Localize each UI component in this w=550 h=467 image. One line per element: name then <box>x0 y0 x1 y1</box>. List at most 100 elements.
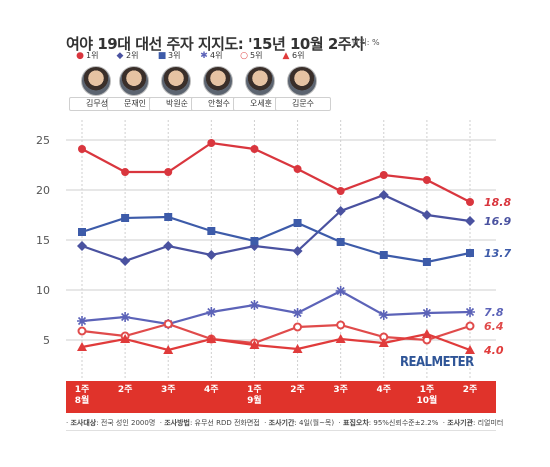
data-point <box>422 258 431 266</box>
x-tick-week: 2주 <box>117 385 133 395</box>
series-line-6위 <box>81 332 471 352</box>
x-tick-week: 1주 <box>247 385 262 395</box>
y-tick-label: 15 <box>36 234 50 247</box>
x-tick-label: 3주 <box>148 385 188 396</box>
end-value-label: 13.7 <box>484 247 511 260</box>
x-tick-week: 3주 <box>160 385 176 395</box>
data-point <box>163 319 173 329</box>
data-point <box>292 246 303 256</box>
x-tick-week: 3주 <box>333 385 348 395</box>
footnote-label: 조사대상 <box>70 419 97 427</box>
end-value-label: 16.9 <box>484 215 511 228</box>
circle-filled-icon: ● <box>76 51 84 61</box>
data-point <box>120 256 131 266</box>
data-point <box>466 198 474 206</box>
data-point <box>293 219 302 227</box>
x-tick-week: 1주 <box>74 385 90 395</box>
candidate-row: 김무성 문재인 박원순 안철수 오세훈 김문수 <box>0 66 550 116</box>
data-point <box>207 139 216 147</box>
x-tick-label: 2주 <box>278 385 318 396</box>
end-labels: 18.8 16.9 13.7 7.86.4 4.0 <box>483 196 511 357</box>
legend-item-rank-1: ● 1위 <box>74 50 98 61</box>
data-point <box>422 176 431 184</box>
x-tick-label: 2주 <box>105 385 145 396</box>
data-point <box>336 187 345 195</box>
data-point <box>293 165 302 173</box>
data-point <box>379 251 388 259</box>
legend-label: 2위 <box>126 51 139 60</box>
x-tick-label: 4주 <box>191 385 231 396</box>
legend-label: 1위 <box>86 51 99 60</box>
legend-label: 5위 <box>250 51 263 60</box>
x-tick-label: 3주 <box>321 385 361 396</box>
data-point <box>250 145 259 153</box>
footnote-value: 유무선 RDD 전화면접 <box>194 419 260 427</box>
data-point <box>207 227 216 235</box>
data-point <box>77 316 87 326</box>
data-point <box>335 206 346 216</box>
x-tick-month: 9월 <box>247 396 262 406</box>
data-point <box>379 171 388 179</box>
data-point <box>206 334 217 343</box>
legend-item-rank-6: ▲ 6위 <box>280 50 305 61</box>
x-tick-label: 1주 9월 <box>234 385 274 407</box>
y-tick-label: 5 <box>43 334 50 347</box>
unit-label: 단위: % <box>352 38 380 47</box>
data-point <box>336 320 346 330</box>
avatar <box>245 66 275 96</box>
survey-footnote: · 조사대상: 전국 성인 2000명 · 조사방법: 유무선 RDD 전화면접… <box>66 416 503 431</box>
x-tick-month: 10월 <box>416 396 438 406</box>
avatar <box>203 66 233 96</box>
data-point <box>78 145 86 153</box>
x-tick-month: 8월 <box>74 396 90 406</box>
square-filled-icon: ■ <box>157 51 167 61</box>
x-tick-label: 1주 10월 <box>407 385 447 407</box>
candidate-name: 김문수 <box>275 97 331 111</box>
asterisk-icon: ✱ <box>200 51 208 61</box>
avatar <box>287 66 317 96</box>
data-point <box>121 168 130 176</box>
data-point <box>335 334 346 343</box>
data-point <box>378 190 389 200</box>
y-axis: 5 10 15 20 25 <box>36 134 50 347</box>
legend-item-rank-2: ◆ 2위 <box>114 50 139 61</box>
chart-title: 여야 19대 대선 주자 지지도: '15년 10월 2주차 <box>66 35 365 53</box>
data-point <box>421 308 432 318</box>
data-point <box>292 344 303 353</box>
x-tick-week: 1주 <box>419 385 435 395</box>
series-line-3위 <box>81 215 471 264</box>
data-point <box>163 241 174 251</box>
series-group <box>77 139 475 354</box>
legend: ● 1위 ◆ 2위 ■ 3위 ✱ 4위 ○ 5위 ▲ 6위 <box>74 50 324 64</box>
end-value-label: 7.8 <box>484 306 504 319</box>
data-point <box>335 286 346 296</box>
data-point <box>465 345 475 354</box>
data-point <box>250 237 259 245</box>
end-value-label: 6.4 <box>484 320 504 333</box>
data-point <box>77 241 87 251</box>
footnote-value: 전국 성인 2000명 <box>100 419 156 427</box>
data-point <box>378 310 389 320</box>
brand-logo-text: REALMETER <box>400 355 474 370</box>
data-point <box>292 308 303 318</box>
data-point <box>120 334 131 343</box>
end-value-label: 4.0 <box>483 344 504 357</box>
data-point <box>120 312 131 322</box>
x-tick-week: 4주 <box>376 385 392 395</box>
data-point <box>77 326 87 336</box>
avatar <box>161 66 191 96</box>
x-tick-label: 4주 <box>364 385 404 396</box>
candidate-avatar: 오세훈 <box>233 66 289 111</box>
x-tick-label: 2주 <box>450 385 490 396</box>
data-point <box>466 249 474 257</box>
data-point <box>77 342 87 351</box>
x-tick-label: 1주 8월 <box>62 385 102 407</box>
triangle-filled-icon: ▲ <box>282 51 290 61</box>
data-point <box>378 338 389 347</box>
legend-item-rank-3: ■ 3위 <box>156 50 181 61</box>
data-point <box>421 210 432 220</box>
data-point <box>293 322 303 332</box>
data-point <box>336 238 345 246</box>
avatar <box>81 66 111 96</box>
data-point <box>163 345 174 354</box>
